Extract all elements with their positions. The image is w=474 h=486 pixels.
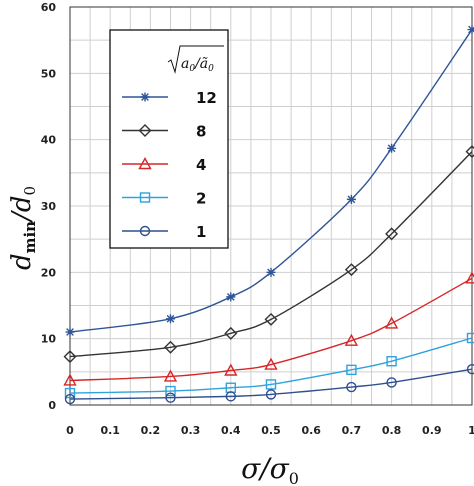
y-tick-label: 60 — [41, 1, 57, 14]
x-tick-label: 0 — [66, 424, 74, 437]
y-axis-title: dmin/d0 — [7, 186, 39, 270]
data-point — [64, 387, 76, 399]
y-tick-label: 40 — [41, 134, 57, 147]
x-tick-label: 1 — [468, 424, 474, 437]
legend-swatch-marker — [140, 92, 150, 102]
legend-label: 12 — [196, 89, 217, 107]
y-tick-label: 50 — [41, 67, 57, 80]
series-line — [69, 337, 473, 394]
data-point — [166, 314, 175, 324]
x-tick-label: 0.9 — [422, 424, 442, 437]
legend-label: 8 — [196, 123, 206, 141]
data-point — [387, 143, 397, 153]
data-point — [264, 357, 278, 370]
y-tick-label: 0 — [48, 399, 56, 412]
legend-title: a0/ã0 — [167, 45, 224, 74]
x-tick-label: 0.2 — [141, 424, 161, 437]
x-tick-label: 0.7 — [342, 424, 362, 437]
data-point — [64, 393, 76, 405]
x-tick-label: 0.4 — [221, 424, 241, 437]
data-point — [384, 316, 399, 329]
data-point — [225, 391, 237, 402]
legend-item-1: 1 — [122, 223, 206, 241]
data-point — [266, 267, 276, 277]
series-line — [69, 277, 473, 382]
data-point — [165, 385, 176, 397]
data-point — [63, 373, 77, 386]
x-tick-label: 0.1 — [100, 424, 120, 437]
data-point — [346, 364, 357, 376]
legend-label: 2 — [196, 190, 206, 208]
x-tick-label: 0.3 — [181, 424, 201, 437]
data-point — [264, 312, 278, 326]
data-point — [467, 25, 474, 35]
data-point — [346, 381, 357, 393]
data-point — [465, 145, 474, 159]
data-point — [164, 340, 177, 354]
data-point — [265, 379, 277, 390]
x-axis-title: σ/σ0 — [241, 452, 299, 486]
legend-item-4: 4 — [122, 156, 206, 174]
data-point — [466, 363, 474, 375]
data-point — [344, 333, 359, 346]
legend-item-12: 12 — [122, 89, 217, 107]
series-lines — [63, 25, 474, 405]
data-point — [63, 350, 77, 364]
data-point — [65, 327, 75, 337]
data-point — [165, 392, 176, 403]
y-tick-label: 20 — [41, 266, 57, 279]
legend-swatch-marker — [139, 192, 151, 203]
data-point — [344, 263, 358, 277]
data-point — [346, 194, 356, 204]
legend-item-2: 2 — [122, 190, 206, 208]
series-1 — [64, 363, 474, 405]
series-line — [69, 368, 473, 400]
y-tick-label: 10 — [41, 333, 57, 346]
legend-swatch-marker — [139, 225, 151, 237]
legend-swatch-marker — [138, 124, 152, 137]
data-point — [163, 369, 178, 382]
data-point — [465, 271, 474, 284]
series-4 — [63, 271, 474, 386]
data-point — [226, 292, 236, 302]
x-tick-label: 0.6 — [301, 424, 321, 437]
legend-label: 4 — [196, 156, 206, 174]
data-point — [386, 356, 397, 367]
series-12 — [65, 25, 474, 337]
series-8 — [63, 145, 474, 364]
x-tick-label: 0.5 — [261, 424, 281, 437]
data-point — [466, 332, 474, 344]
x-tick-label: 0.8 — [382, 424, 402, 437]
data-point — [386, 377, 397, 388]
data-point — [224, 363, 238, 376]
legend-swatch-marker — [138, 157, 152, 170]
y-tick-label: 30 — [41, 200, 57, 213]
tick-labels: 0 0.1 0.2 0.3 0.4 0.5 0.6 0.7 0.8 0.9 101020304050… — [41, 1, 474, 437]
data-point — [385, 227, 399, 241]
plot-frame — [69, 6, 473, 406]
legend-label: 1 — [196, 223, 206, 241]
legend: a0/ã0 12 8 4 2 1 — [109, 29, 229, 249]
data-point — [224, 326, 238, 340]
data-point — [265, 389, 277, 400]
legend-box — [109, 29, 229, 249]
legend-item-8: 8 — [122, 123, 206, 141]
legend-title-text: a0/ã0 — [181, 56, 214, 74]
